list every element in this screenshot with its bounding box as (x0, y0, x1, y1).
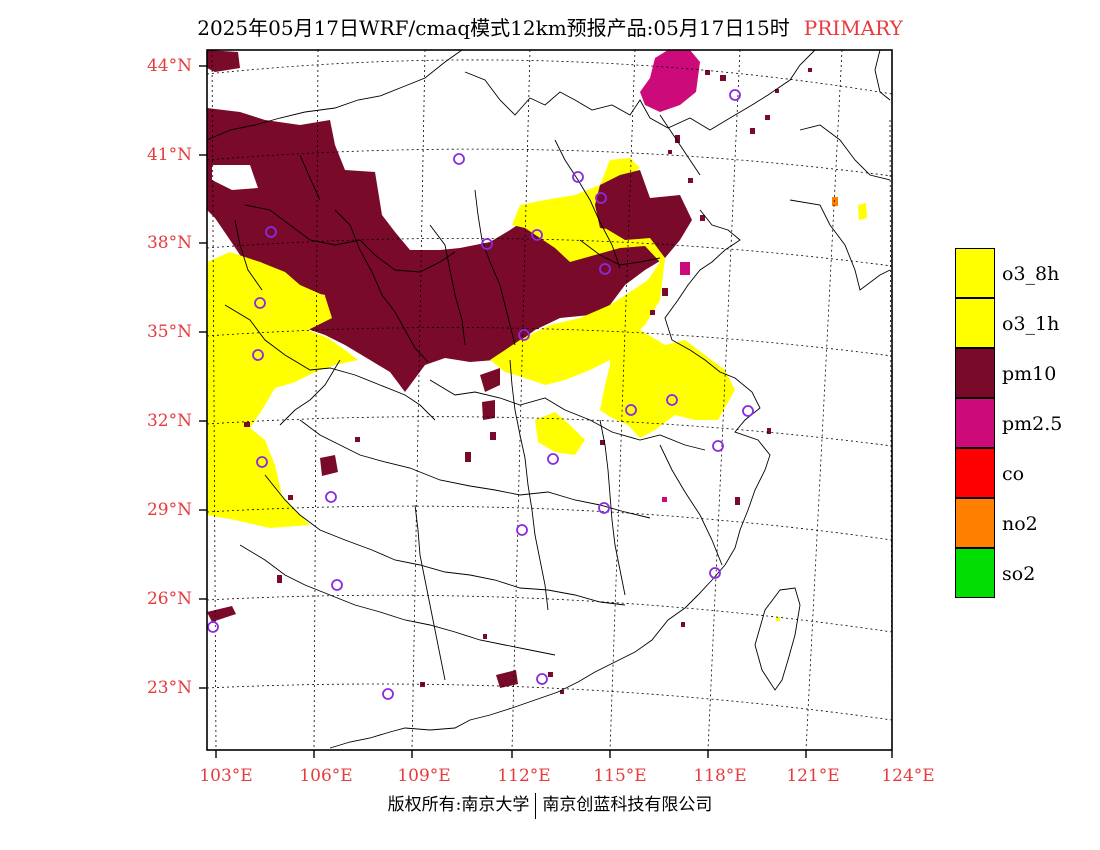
station-marker (666, 394, 678, 406)
copyright-divider (535, 792, 537, 819)
pm10-region (320, 455, 338, 476)
lat-label: 44°N (146, 56, 192, 76)
lon-label: 103°E (199, 766, 253, 786)
pm10-specks (244, 68, 812, 694)
legend-swatch (955, 398, 995, 448)
lat-label: 35°N (146, 322, 192, 342)
legend-swatch (955, 498, 995, 548)
tick-marks (199, 65, 893, 758)
pollutant-fields (207, 50, 867, 694)
station-marker (531, 229, 543, 241)
legend-label: o3_8h (1002, 263, 1060, 285)
map-title: 2025年05月17日WRF/cmaq模式12km预报产品:05月17日15时 P… (0, 12, 1100, 41)
copyright-left: 版权所有:南京大学 (387, 795, 530, 815)
o3-region (858, 203, 867, 220)
pm10-region (207, 50, 240, 72)
station-marker (595, 192, 607, 204)
station-marker (254, 297, 266, 309)
legend-label: o3_1h (1002, 313, 1060, 335)
station-marker (331, 579, 343, 591)
pm10-region (496, 670, 518, 688)
station-marker (742, 405, 754, 417)
station-marker (207, 621, 219, 633)
station-marker (598, 502, 610, 514)
lon-label: 106°E (299, 766, 353, 786)
pm10-region (595, 170, 645, 230)
lon-label: 121°E (786, 766, 840, 786)
o3-region (490, 158, 665, 385)
lat-label: 32°N (146, 411, 192, 431)
graticule (206, 49, 893, 751)
pm10-region (212, 165, 258, 190)
pm10-region (207, 606, 236, 622)
station-marker (712, 440, 724, 452)
legend-label: so2 (1002, 563, 1036, 585)
pm25-region (640, 50, 700, 112)
station-marker (536, 673, 548, 685)
boundaries (206, 49, 891, 749)
map-frame (206, 49, 893, 751)
lat-label: 23°N (146, 678, 192, 698)
lat-label: 26°N (146, 589, 192, 609)
station-marker (252, 349, 264, 361)
legend-label: no2 (1002, 513, 1038, 535)
lon-label: 109°E (397, 766, 451, 786)
copyright-right: 南京创蓝科技有限公司 (542, 795, 713, 815)
station-marker (709, 567, 721, 579)
pm10-region (207, 108, 692, 392)
legend-label: pm2.5 (1002, 413, 1063, 435)
station-marker (382, 688, 394, 700)
legend-swatch (955, 448, 995, 498)
station-marker (625, 404, 637, 416)
station-marker (516, 524, 528, 536)
pm10-region (480, 368, 500, 392)
legend-swatch (955, 548, 995, 598)
o3-region (207, 252, 358, 528)
lon-label: 124°E (881, 766, 935, 786)
primary-tag: PRIMARY (803, 16, 903, 40)
o3-region (535, 412, 585, 455)
lat-label: 38°N (146, 233, 192, 253)
legend-label: pm10 (1002, 363, 1057, 385)
station-marker (518, 329, 530, 341)
title-text: 2025年05月17日WRF/cmaq模式12km预报产品:05月17日15时 (197, 16, 790, 40)
lat-label: 41°N (146, 145, 192, 165)
no2-region (832, 197, 838, 206)
station-marker (325, 491, 337, 503)
o3-region (600, 330, 735, 438)
station-marker (547, 453, 559, 465)
lon-label: 112°E (497, 766, 551, 786)
pm10-region (482, 400, 495, 420)
legend-swatch (955, 348, 995, 398)
lon-label: 118°E (693, 766, 747, 786)
station-marker (572, 171, 584, 183)
legend-swatch (955, 248, 995, 298)
station-marker (599, 263, 611, 275)
lon-label: 115°E (593, 766, 647, 786)
pm25-region (680, 262, 690, 275)
station-marker (453, 153, 465, 165)
legend-swatch (955, 298, 995, 348)
station-markers (207, 89, 754, 700)
station-marker (265, 226, 277, 238)
copyright: 版权所有:南京大学 南京创蓝科技有限公司 (0, 790, 1100, 819)
station-marker (256, 456, 268, 468)
lat-label: 29°N (146, 500, 192, 520)
station-marker (481, 238, 493, 250)
station-marker (729, 89, 741, 101)
legend-label: co (1002, 463, 1025, 485)
